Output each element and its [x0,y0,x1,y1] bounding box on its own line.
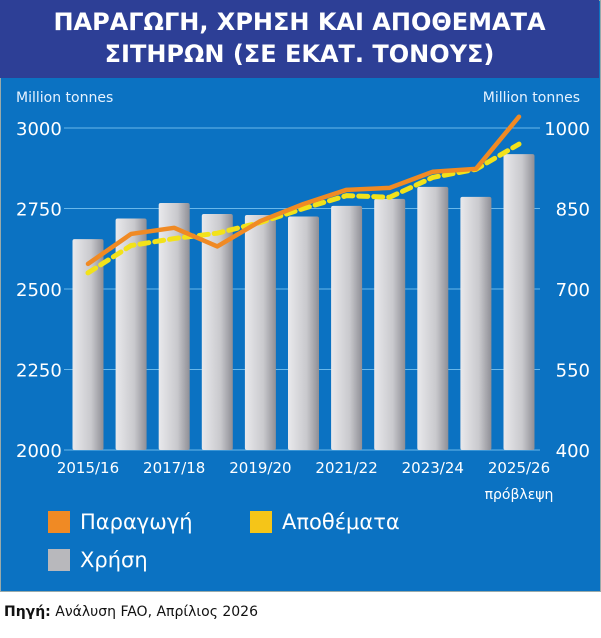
left-tick-label: 2500 [16,280,62,301]
chart: Million tonnes Million tonnes 2000 400 225… [16,90,590,503]
bar-2020/21 [288,216,319,450]
legend-production: Παραγωγή [48,510,193,534]
utilization-swatch [48,549,70,571]
bar-2017/18 [158,203,190,450]
legend-utilization: Χρήση [48,548,148,572]
legend-label: Παραγωγή [80,510,193,534]
right-axis-label: Million tonnes [483,90,580,106]
source-text: Ανάλυση FAO, Απρίλιος 2026 [50,604,258,620]
bar-2025/26 [503,154,535,450]
bar-2023/24 [417,186,449,450]
x-tick-label: 2017/18 [143,459,205,477]
title-line-1: ΠΑΡΑΓΩΓΗ, ΧΡΗΣΗ ΚΑΙ ΑΠΟΘΕΜΑΤΑ [53,8,546,36]
legend-label: Αποθέματα [282,510,400,534]
chart-title: ΠΑΡΑΓΩΓΗ, ΧΡΗΣΗ ΚΑΙ ΑΠΟΘΕΜΑΤΑ ΣΙΤΗΡΩΝ (Σ… [0,0,599,78]
bar-2015/16 [72,239,104,450]
left-tick-label: 2750 [16,200,62,221]
bar-2019/20 [244,214,276,450]
right-tick-label: 550 [556,361,590,382]
title-line-2: ΣΙΤΗΡΩΝ (ΣΕ ΕΚΑΤ. ΤΟΝΟΥΣ) [104,40,495,68]
bar-2016/17 [115,218,147,450]
source-label: Πηγή: [4,604,51,620]
left-tick-label: 3000 [16,119,62,140]
legend-label: Χρήση [80,548,148,572]
left-tick-label: 2000 [16,441,62,462]
source-note: Πηγή: Ανάλυση FAO, Απρίλιος 2026 [4,604,258,620]
forecast-note: πρόβλεψη [485,487,554,503]
right-tick-label: 1000 [544,119,590,140]
left-axis-label: Million tonnes [16,90,113,106]
stocks-swatch [250,511,272,533]
right-tick-label: 700 [556,280,590,301]
production-line [85,114,522,267]
legend-stocks: Αποθέματα [250,510,400,534]
stocks-line [85,141,522,276]
x-tick-label: 2023/24 [402,459,464,477]
right-tick-label: 400 [556,441,590,462]
x-tick-label: 2019/20 [229,459,291,477]
x-tick-label: 2015/16 [57,459,119,477]
bar-2018/19 [201,213,233,450]
x-tick-label: 2021/22 [315,459,377,477]
bar-2021/22 [331,205,363,450]
left-tick-label: 2250 [16,361,62,382]
right-tick-label: 850 [556,200,590,221]
production-swatch [48,511,70,533]
bar-2022/23 [374,198,406,450]
bar-2024/25 [460,196,492,450]
x-tick-label: 2025/26 [488,459,550,477]
